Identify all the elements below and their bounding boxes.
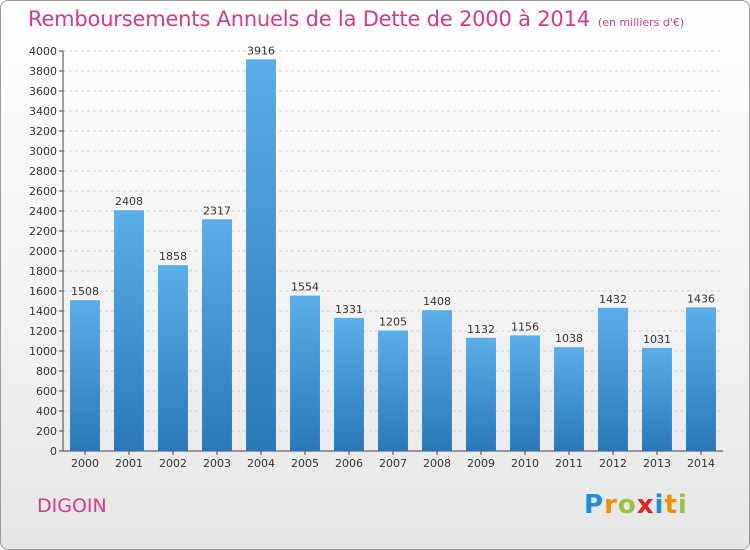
y-tick-label: 1200 [29, 325, 57, 338]
data-label: 1331 [335, 303, 363, 316]
x-tick-label: 2011 [555, 457, 583, 470]
chart-title: Remboursements Annuels de la Dette de 20… [28, 7, 684, 31]
data-label: 1205 [379, 316, 407, 329]
data-label: 1554 [291, 281, 319, 294]
x-tick-label: 2007 [379, 457, 407, 470]
data-label: 3916 [247, 44, 275, 57]
bar [510, 335, 540, 451]
x-tick-label: 2002 [159, 457, 187, 470]
bar [114, 210, 144, 451]
y-tick-label: 200 [36, 425, 57, 438]
x-tick-label: 2009 [467, 457, 495, 470]
labels: 1508 2000 2408 2001 1858 2002 2317 2003 3916 2004… [71, 44, 715, 470]
y-tick-label: 2800 [29, 165, 57, 178]
y-tick-label: 800 [36, 365, 57, 378]
bar [70, 300, 100, 451]
x-tick-label: 2001 [115, 457, 143, 470]
y-tick-label: 3200 [29, 125, 57, 138]
data-label: 1132 [467, 323, 495, 336]
logo-letter: x [636, 490, 655, 520]
x-tick-label: 2013 [643, 457, 671, 470]
data-label: 1038 [555, 332, 583, 345]
bar [466, 337, 496, 451]
x-tick-label: 2005 [291, 457, 319, 470]
bar [158, 265, 188, 451]
x-tick-label: 2000 [71, 457, 99, 470]
y-tick-label: 3800 [29, 65, 57, 78]
bar [290, 295, 320, 451]
y-tick-label: 400 [36, 405, 57, 418]
data-label: 1408 [423, 295, 451, 308]
chart-subtitle: (en milliers d'€) [597, 16, 685, 29]
bar [202, 219, 232, 451]
y-tick-label: 3600 [29, 85, 57, 98]
bar [642, 347, 672, 451]
bar [686, 307, 716, 451]
y-tick-label: 2200 [29, 225, 57, 238]
town-name: DIGOIN [37, 495, 107, 517]
logo-letter: i [677, 490, 688, 520]
x-tick-label: 2010 [511, 457, 539, 470]
y-tick-label: 1400 [29, 305, 57, 318]
chart-title-text: Remboursements Annuels de la Dette de 20… [28, 7, 590, 31]
y-tick-label: 2000 [29, 245, 57, 258]
bar [422, 310, 452, 451]
y-tick-label: 4000 [29, 45, 57, 58]
bar [554, 347, 584, 451]
bar [246, 59, 276, 452]
logo-letter: o [617, 490, 637, 520]
data-label: 1508 [71, 285, 99, 298]
bars [70, 59, 716, 452]
logo-letter: i [654, 490, 665, 520]
data-label: 1436 [687, 292, 715, 305]
y-tick-label: 1800 [29, 265, 57, 278]
y-tick-label: 1600 [29, 285, 57, 298]
data-label: 2408 [115, 195, 143, 208]
data-label: 1858 [159, 250, 187, 263]
y-tick-label: 2400 [29, 205, 57, 218]
x-tick-label: 2004 [247, 457, 275, 470]
y-tick-label: 1000 [29, 345, 57, 358]
logo-letter: P [584, 490, 605, 520]
y-tick-label: 2600 [29, 185, 57, 198]
bar [378, 330, 408, 451]
y-tick-label: 0 [50, 445, 57, 458]
data-label: 1432 [599, 293, 627, 306]
x-tick-label: 2014 [687, 457, 715, 470]
y-tick-label: 3400 [29, 105, 57, 118]
x-tick-label: 2003 [203, 457, 231, 470]
x-tick-label: 2008 [423, 457, 451, 470]
proxiti-logo: Proxiti [584, 490, 688, 520]
y-tick-label: 600 [36, 385, 57, 398]
logo-letter: t [664, 490, 678, 520]
logo-letter: r [604, 490, 618, 520]
y-tick-label: 3000 [29, 145, 57, 158]
x-tick-label: 2012 [599, 457, 627, 470]
data-label: 2317 [203, 204, 231, 217]
bar [598, 307, 628, 451]
bar [334, 317, 364, 451]
data-label: 1031 [643, 333, 671, 346]
x-tick-label: 2006 [335, 457, 363, 470]
data-label: 1156 [511, 320, 539, 333]
